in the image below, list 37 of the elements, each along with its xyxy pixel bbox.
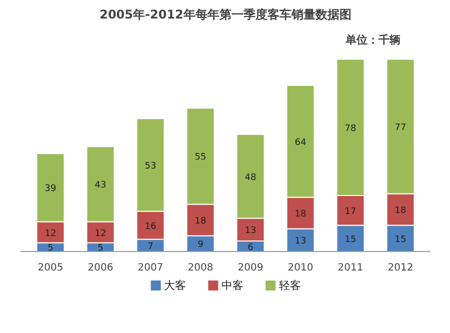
data-label: 13	[294, 236, 306, 247]
data-label: 18	[294, 210, 306, 220]
data-label: 16	[144, 222, 156, 232]
x-tick-label: 2012	[388, 262, 414, 274]
data-label: 78	[344, 124, 356, 134]
data-label: 12	[94, 228, 106, 239]
data-label: 5	[48, 244, 54, 254]
data-label: 18	[394, 206, 406, 216]
data-label: 53	[144, 161, 156, 172]
x-tick-label: 2011	[338, 262, 364, 274]
x-tick-label: 2006	[88, 262, 114, 274]
x-tick-label: 2005	[38, 262, 64, 274]
text: 单位：千辆	[344, 34, 400, 46]
data-label: 13	[244, 226, 256, 236]
data-label: 17	[344, 206, 356, 217]
data-label: 18	[194, 216, 206, 227]
x-tick-label: 2008	[188, 262, 214, 274]
data-label: 6	[248, 242, 254, 253]
x-tick-label: 2007	[138, 262, 164, 274]
data-label: 7	[148, 242, 154, 252]
data-label: 5	[98, 244, 104, 254]
data-label: 15	[344, 234, 356, 245]
data-label: 55	[194, 152, 206, 163]
data-label: 39	[44, 184, 56, 194]
data-label: 77	[394, 123, 406, 133]
data-label: 48	[244, 172, 256, 183]
data-label: 9	[198, 240, 204, 250]
data-label: 12	[44, 228, 56, 239]
data-label: 64	[294, 138, 306, 148]
legend-label: 中客	[221, 279, 244, 292]
x-tick-label: 2010	[288, 262, 314, 274]
legend-label: 轻客	[278, 279, 301, 292]
chart-title: 2005年-2012年每年第一季度客车销量数据图	[100, 8, 352, 22]
legend-label: 大客	[164, 279, 186, 292]
data-label: 15	[394, 234, 406, 245]
data-label: 43	[94, 180, 106, 191]
x-tick-label: 2009	[238, 262, 264, 274]
